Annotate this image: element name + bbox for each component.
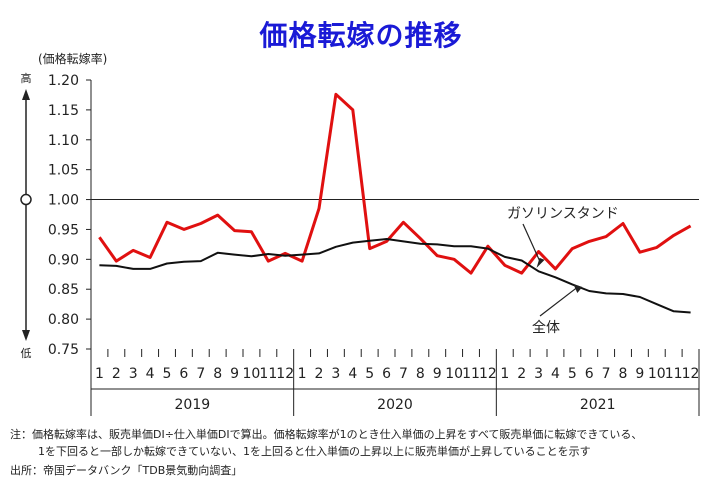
month-label: 8	[619, 366, 628, 382]
month-label: 9	[433, 366, 442, 382]
month-label: 7	[602, 366, 611, 382]
month-label: 10	[243, 366, 261, 382]
gasoline-annotation-arrowhead	[536, 257, 545, 268]
y-axis-label: (価格転嫁率)	[38, 52, 108, 66]
overall-annotation-arrowhead	[573, 284, 583, 294]
note-line-1: 注：価格転嫁率は、販売単価DI÷仕入単価DIで算出。価格転嫁率が1のとき仕入単価…	[10, 428, 643, 441]
overall-annotation: 全体	[532, 319, 560, 336]
year-label: 2020	[377, 397, 413, 413]
month-label: 12	[479, 366, 497, 382]
y-tick-label: 1.05	[48, 163, 79, 179]
y-tick-label: 1.10	[48, 133, 79, 149]
month-label: 7	[196, 366, 205, 382]
month-label: 9	[230, 366, 239, 382]
arrow-midpoint	[20, 193, 32, 206]
month-label: 2	[517, 366, 526, 382]
y-tick-label: 1.15	[48, 103, 79, 119]
month-label: 1	[95, 366, 104, 382]
y-tick-label: 1.00	[48, 193, 79, 209]
low-label: 低	[21, 347, 32, 360]
month-label: 5	[568, 366, 577, 382]
overall-annotation-leader	[539, 287, 577, 317]
month-label: 1	[500, 366, 509, 382]
gasoline-annotation-leader	[522, 223, 542, 264]
month-label: 4	[146, 366, 155, 382]
y-tick-label: 0.85	[48, 282, 79, 298]
month-label: 11	[462, 366, 480, 382]
month-label: 11	[665, 366, 683, 382]
month-label: 5	[163, 366, 172, 382]
y-tick-label: 0.80	[48, 312, 79, 328]
month-label: 2	[112, 366, 121, 382]
y-tick-label: 0.75	[48, 342, 79, 358]
gasoline-station-line	[98, 92, 692, 275]
arrow-up-head	[22, 89, 30, 100]
month-label: 3	[129, 366, 138, 382]
y-tick-label: 1.20	[48, 73, 79, 89]
month-label: 3	[331, 366, 340, 382]
month-label: 11	[259, 366, 277, 382]
month-label: 4	[348, 366, 357, 382]
month-label: 6	[179, 366, 188, 382]
month-label: 12	[682, 366, 700, 382]
month-label: 3	[534, 366, 543, 382]
month-label: 10	[445, 366, 463, 382]
month-label: 10	[648, 366, 666, 382]
month-label: 6	[585, 366, 594, 382]
month-label: 2	[315, 366, 324, 382]
year-label: 2019	[175, 397, 211, 413]
month-label: 6	[382, 366, 391, 382]
arrow-down-head	[22, 330, 30, 341]
month-label: 1	[298, 366, 307, 382]
month-label: 9	[635, 366, 644, 382]
source-note: 出所：帝国データバンク「TDB景気動向調査」	[10, 464, 243, 477]
overall-line	[99, 238, 691, 314]
chart-title: 価格転嫁の推移	[259, 19, 463, 52]
month-label: 7	[399, 366, 408, 382]
high-label: 高	[21, 71, 32, 85]
note-line-2: 1を下回ると一部しか転嫁できていない、1を上回ると仕入単価の上昇以上に販売単価が…	[38, 445, 591, 458]
month-label: 5	[365, 366, 374, 382]
y-tick-label: 0.95	[48, 222, 79, 238]
month-label: 8	[213, 366, 222, 382]
gasoline-annotation: ガソリンスタンド	[507, 206, 619, 222]
year-label: 2021	[580, 397, 616, 413]
y-tick-label: 0.90	[48, 252, 79, 268]
month-label: 4	[551, 366, 560, 382]
month-label: 12	[276, 366, 294, 382]
month-label: 8	[416, 366, 425, 382]
